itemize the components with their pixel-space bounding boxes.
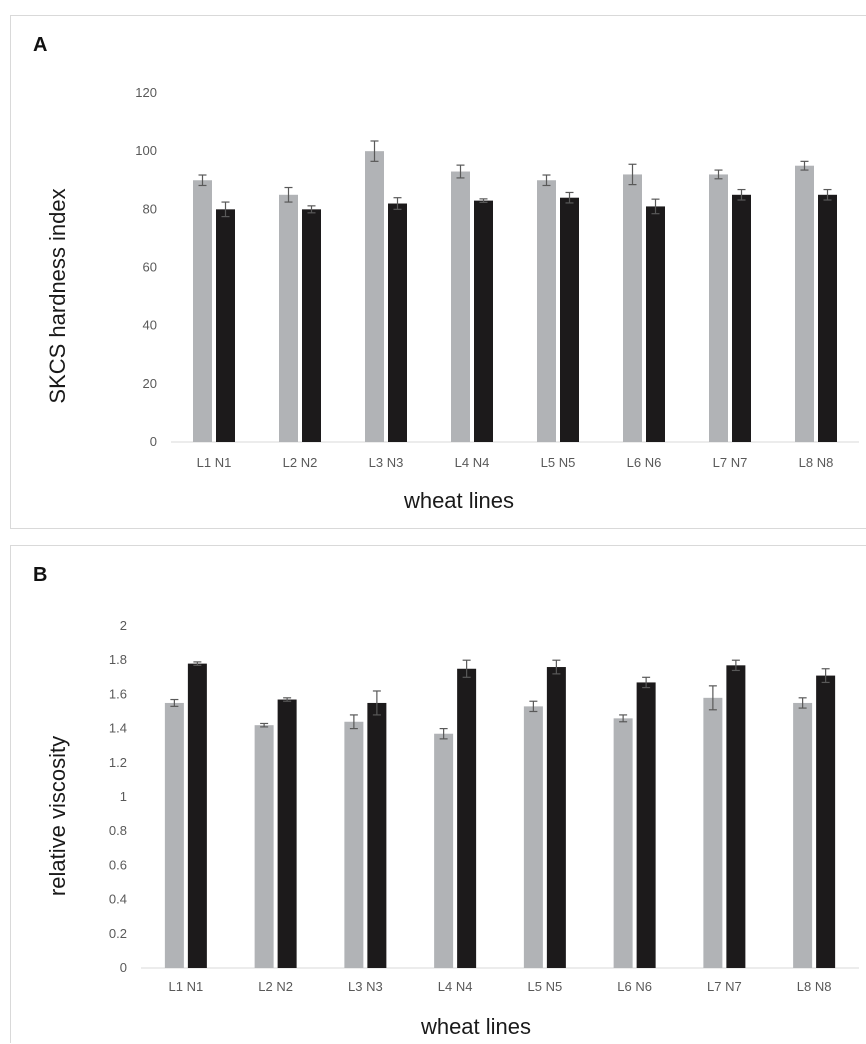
panel-a: A 0 20 40 60 80 100 120 L1 N1 L2 N2 L3 N3 L4 N4 L5 … [10, 15, 866, 529]
bar-series-1-7 [709, 174, 728, 442]
y-tick-label: 0.6 [109, 857, 127, 872]
x-tick-label: L6 N6 [627, 455, 662, 470]
panel-label: A [33, 34, 48, 56]
bar-series-1-4 [451, 171, 470, 442]
x-tick-label: L4 N4 [455, 455, 490, 470]
bar-series-2-3 [388, 203, 407, 442]
y-tick-label: 0.2 [109, 926, 127, 941]
x-tick-label: L8 N8 [799, 455, 834, 470]
bar-series-1-3 [365, 151, 384, 442]
x-tick-label: L2 N2 [258, 979, 293, 994]
bar-series-2-1 [216, 209, 235, 442]
bar-series-2-7 [726, 665, 746, 968]
bar-series-1-5 [537, 180, 556, 442]
bar-series-2-5 [546, 667, 566, 968]
bar-series-1-2 [254, 725, 274, 968]
y-tick-label: 1.2 [109, 755, 127, 770]
y-tick-label: 40 [143, 318, 157, 333]
bar-series-1-4 [434, 733, 454, 968]
bar-series-2-5 [560, 197, 579, 442]
hardness-chart: 0 20 40 60 80 100 120 L1 N1 L2 N2 L3 N3 L4 N4 L5 N5… [45, 85, 859, 513]
x-tick-label: L5 N5 [541, 455, 576, 470]
y-tick-label: 1.8 [109, 652, 127, 667]
x-axis-title: wheat lines [403, 488, 514, 513]
panel-label: B [33, 564, 48, 586]
bar-series-2-8 [818, 194, 837, 442]
bar-series-1-7 [703, 697, 723, 968]
bar-series-1-6 [623, 174, 642, 442]
x-tick-label: L3 N3 [348, 979, 383, 994]
bar-series-1-8 [793, 702, 813, 968]
x-tick-label: L4 N4 [438, 979, 473, 994]
x-tick-label: L2 N2 [283, 455, 318, 470]
y-tick-label: 60 [143, 260, 157, 275]
x-tick-label: L7 N7 [713, 455, 748, 470]
bar-series-1-6 [613, 718, 633, 968]
y-tick-label: 20 [143, 376, 157, 391]
bar-series-2-4 [474, 200, 493, 442]
x-tick-label: L1 N1 [197, 455, 232, 470]
y-axis-title: SKCS hardness index [45, 188, 70, 403]
bar-series-1-3 [344, 721, 364, 968]
y-axis-title: relative viscosity [45, 736, 70, 896]
bar-series-2-3 [367, 702, 387, 968]
bar-series-1-8 [795, 165, 814, 443]
y-tick-label: 80 [143, 201, 157, 216]
bar-series-1-2 [279, 194, 298, 442]
bar-series-2-1 [187, 663, 207, 968]
bar-series-1-1 [193, 180, 212, 442]
panel-b: B 0 0.2 0.4 0.6 0.8 1 1.2 1.4 1.6 1.8 2 L1 N1 L2 N2 L… [10, 545, 866, 1043]
x-tick-label: L1 N1 [169, 979, 204, 994]
bar-series-2-6 [646, 206, 665, 442]
bar-series-2-2 [302, 209, 321, 442]
x-tick-label: L5 N5 [528, 979, 563, 994]
y-tick-label: 0 [120, 960, 127, 975]
bar-series-2-4 [457, 668, 477, 968]
y-tick-label: 0.4 [109, 892, 127, 907]
x-tick-label: L7 N7 [707, 979, 742, 994]
y-tick-label: 1 [120, 789, 127, 804]
bar-series-2-2 [277, 699, 297, 968]
y-tick-label: 0 [150, 434, 157, 449]
y-tick-label: 1.6 [109, 686, 127, 701]
viscosity-chart: 0 0.2 0.4 0.6 0.8 1 1.2 1.4 1.6 1.8 2 L1 N1 L2 N2 L3 … [45, 618, 859, 1039]
bar-series-1-5 [523, 706, 543, 968]
y-tick-label: 1.4 [109, 721, 127, 736]
y-tick-label: 2 [120, 618, 127, 633]
bar-series-2-8 [816, 675, 836, 968]
x-tick-label: L3 N3 [369, 455, 404, 470]
y-tick-label: 100 [135, 143, 157, 158]
x-axis-title: wheat lines [420, 1014, 531, 1039]
x-tick-label: L8 N8 [797, 979, 832, 994]
y-tick-label: 120 [135, 85, 157, 100]
bar-series-2-6 [636, 682, 656, 968]
bar-series-2-7 [732, 194, 751, 442]
x-tick-label: L6 N6 [617, 979, 652, 994]
y-tick-label: 0.8 [109, 823, 127, 838]
bar-series-1-1 [164, 702, 184, 968]
